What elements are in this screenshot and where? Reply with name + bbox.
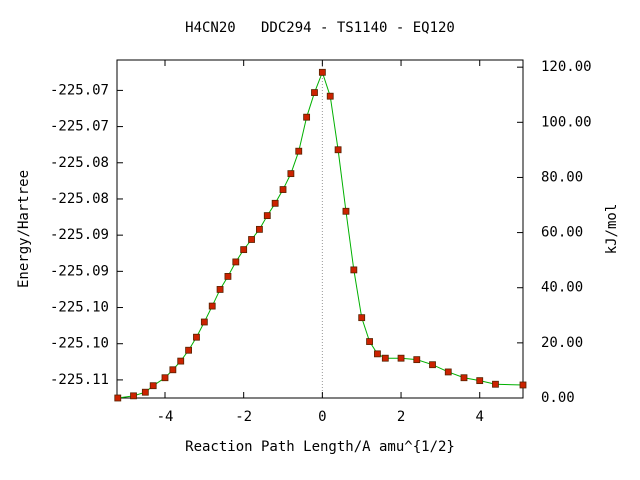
point-marker — [366, 338, 373, 345]
point-marker — [519, 381, 527, 389]
point-marker — [295, 147, 303, 155]
point-marker — [141, 388, 149, 396]
point-marker — [476, 377, 484, 385]
point-marker — [248, 236, 255, 243]
point-marker — [326, 92, 334, 100]
y2-tick-label: 100.00 — [541, 114, 592, 130]
point-marker — [193, 333, 200, 341]
y2-tick-label: 120.00 — [541, 59, 592, 75]
point-marker — [318, 68, 326, 76]
point-marker — [311, 89, 318, 96]
x-tick-label: 4 — [476, 409, 484, 425]
point-marker — [216, 286, 224, 293]
point-marker — [240, 246, 248, 254]
y-tick-label: -225.07 — [50, 82, 109, 98]
point-marker — [397, 354, 405, 362]
y-tick-label: -225.07 — [50, 119, 109, 135]
point-marker — [224, 273, 232, 280]
point-marker — [381, 354, 389, 362]
point-marker — [303, 113, 311, 121]
point-marker — [492, 380, 499, 388]
point-marker — [161, 374, 169, 382]
point-marker — [208, 302, 216, 310]
x-tick-label: 2 — [397, 409, 405, 425]
point-marker — [342, 207, 350, 215]
point-marker — [350, 266, 358, 274]
point-marker — [256, 225, 263, 233]
y-axis-label: Energy/Hartree — [16, 170, 32, 288]
plot-frame — [116, 59, 524, 399]
point-marker — [460, 374, 468, 382]
point-marker — [200, 318, 208, 326]
y2-tick-label: 40.00 — [541, 280, 583, 296]
y2-tick-label: 80.00 — [541, 169, 583, 185]
point-marker — [287, 170, 295, 178]
x-axis-label: Reaction Path Length/A amu^{1/2} — [185, 439, 455, 455]
y-tick-label: -225.08 — [50, 155, 109, 171]
point-marker — [263, 212, 271, 220]
y2-axis-label: kJ/mol — [604, 204, 620, 255]
y-tick-label: -225.11 — [50, 372, 109, 388]
y-tick-label: -225.10 — [50, 300, 109, 316]
x-tick-label: -4 — [157, 409, 174, 425]
y2-tick-label: 20.00 — [541, 335, 583, 351]
energy-line — [117, 70, 524, 399]
point-marker — [444, 368, 452, 376]
y-tick-label: -225.08 — [50, 191, 109, 207]
x-tick-label: 0 — [318, 409, 326, 425]
point-marker — [185, 346, 193, 354]
point-marker — [413, 356, 421, 364]
point-marker — [334, 146, 342, 154]
y-tick-label: -225.09 — [50, 263, 109, 279]
point-marker — [358, 314, 366, 322]
point-marker — [271, 199, 279, 207]
point-marker — [114, 394, 122, 402]
point-marker — [130, 392, 137, 400]
point-marker — [177, 357, 185, 365]
x-tick-label: -2 — [235, 409, 252, 425]
point-marker — [149, 382, 157, 390]
point-marker — [429, 361, 436, 369]
y-tick-label: -225.09 — [50, 227, 109, 243]
y2-tick-label: 60.00 — [541, 225, 583, 241]
chart-title: H4CN20 DDC294 - TS1140 - EQ120 — [185, 20, 455, 36]
point-marker — [169, 366, 177, 374]
point-marker — [279, 186, 287, 193]
point-marker — [232, 258, 240, 266]
point-marker — [374, 350, 381, 358]
y2-tick-label: 0.00 — [541, 390, 575, 406]
y-tick-label: -225.10 — [50, 336, 109, 352]
